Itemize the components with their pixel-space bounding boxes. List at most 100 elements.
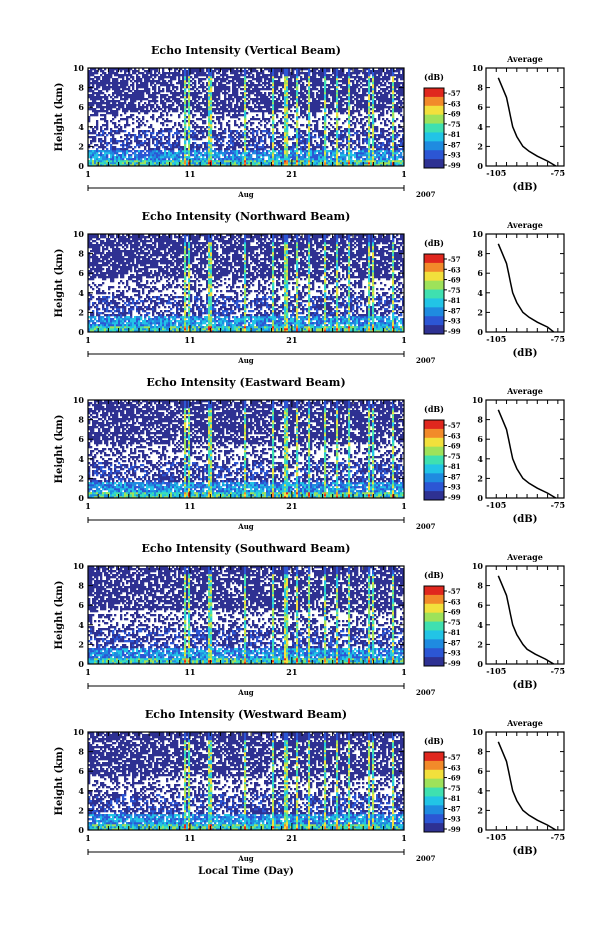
profile-y-tick-label: 0 [477, 659, 483, 669]
colorbar-label: -81 [448, 794, 461, 803]
profile-y-tick-label: 0 [477, 327, 483, 337]
colorbar-segment [424, 272, 444, 281]
profile-y-tick-label: 2 [477, 639, 483, 649]
y-tick-label: 0 [78, 327, 84, 337]
y-tick-label: 2 [78, 639, 84, 649]
echo-field [88, 68, 404, 166]
y-tick-label: 6 [78, 268, 84, 278]
average-profile-line [498, 742, 556, 830]
y-tick-label: 10 [73, 395, 85, 405]
profile-x-tick-label: -105 [486, 334, 506, 344]
profile-y-tick-label: 8 [477, 415, 483, 425]
colorbar-label: -81 [448, 130, 461, 139]
colorbar-segment [424, 447, 444, 456]
profile-y-tick-label: 4 [477, 454, 483, 464]
profile-x-tick-label: -75 [551, 334, 565, 344]
x-axis-label: Local Time (Day) [198, 866, 294, 877]
colorbar-segment [424, 657, 444, 666]
panel-5: Echo Intensity (Westward Beam)0246810Hei… [54, 708, 565, 877]
x-tick-label: 11 [184, 169, 195, 179]
profile-frame [486, 68, 564, 166]
colorbar-segment [424, 263, 444, 272]
colorbar-segment [424, 307, 444, 316]
x-tick-label: 21 [286, 667, 297, 677]
x-tick-label: 1 [401, 667, 407, 677]
month-label: Aug [237, 356, 254, 365]
average-profile-line [498, 576, 553, 664]
y-tick-label: 6 [78, 434, 84, 444]
colorbar-label: -93 [448, 815, 461, 824]
profile-x-axis-label: (dB) [513, 514, 538, 525]
colorbar-segment [424, 420, 444, 429]
profile-y-tick-label: 2 [477, 473, 483, 483]
colorbar-segment [424, 630, 444, 639]
profile-y-tick-label: 8 [477, 249, 483, 259]
colorbar-segment [424, 622, 444, 631]
colorbar-label: -75 [448, 452, 461, 461]
profile-title: Average [506, 220, 543, 230]
colorbar-label: -57 [448, 255, 461, 264]
y-tick-label: 10 [73, 63, 85, 73]
colorbar-label: -87 [448, 306, 461, 315]
profile-frame [486, 732, 564, 830]
colorbar-label: -75 [448, 120, 461, 129]
y-tick-label: 4 [78, 122, 84, 132]
y-axis-label: Height (km) [54, 83, 65, 152]
y-tick-label: 8 [78, 415, 84, 425]
profile-x-axis-label: (dB) [513, 182, 538, 193]
y-tick-label: 10 [73, 561, 85, 571]
profile-y-tick-label: 6 [477, 766, 483, 776]
y-tick-label: 10 [73, 229, 85, 239]
month-label: Aug [237, 854, 254, 863]
colorbar-segment [424, 814, 444, 823]
y-axis-label: Height (km) [54, 249, 65, 318]
panel-3: Echo Intensity (Eastward Beam)0246810Hei… [54, 376, 565, 531]
profile-y-tick-label: 6 [477, 600, 483, 610]
colorbar-label: -81 [448, 296, 461, 305]
colorbar-label: -81 [448, 462, 461, 471]
profile-x-tick-label: -75 [551, 832, 565, 842]
colorbar-label: -81 [448, 628, 461, 637]
colorbar-segment [424, 464, 444, 473]
colorbar-segment [424, 281, 444, 290]
profile-frame [486, 234, 564, 332]
colorbar-title: (dB) [424, 72, 444, 82]
colorbar-title: (dB) [424, 736, 444, 746]
colorbar-segment [424, 159, 444, 168]
colorbar-segment [424, 586, 444, 595]
profile-title: Average [506, 552, 543, 562]
x-tick-label: 1 [85, 833, 91, 843]
colorbar-segment [424, 88, 444, 97]
colorbar-label: -99 [448, 161, 461, 170]
profile-y-tick-label: 4 [477, 620, 483, 630]
x-tick-label: 21 [286, 335, 297, 345]
profile-x-tick-label: -105 [486, 666, 506, 676]
colorbar-segment [424, 316, 444, 325]
profile-x-tick-label: -105 [486, 168, 506, 178]
colorbar-segment [424, 648, 444, 657]
year-label: 2007 [416, 854, 436, 863]
colorbar-label: -57 [448, 89, 461, 98]
x-tick-label: 21 [286, 501, 297, 511]
colorbar-title: (dB) [424, 238, 444, 248]
colorbar-label: -93 [448, 151, 461, 160]
profile-y-tick-label: 10 [472, 727, 484, 737]
colorbar-segment [424, 752, 444, 761]
x-tick-label: 1 [401, 501, 407, 511]
profile-y-tick-label: 8 [477, 581, 483, 591]
profile-y-tick-label: 6 [477, 434, 483, 444]
colorbar-segment [424, 639, 444, 648]
colorbar-label: -99 [448, 327, 461, 336]
colorbar-segment [424, 788, 444, 797]
colorbar-label: -57 [448, 753, 461, 762]
profile-frame [486, 400, 564, 498]
colorbar-label: -63 [448, 431, 461, 440]
profile-y-tick-label: 10 [472, 229, 484, 239]
colorbar-segment [424, 823, 444, 832]
colorbar-segment [424, 473, 444, 482]
colorbar-segment [424, 132, 444, 141]
y-tick-label: 6 [78, 600, 84, 610]
colorbar-segment [424, 438, 444, 447]
colorbar-label: -63 [448, 763, 461, 772]
y-tick-label: 6 [78, 102, 84, 112]
